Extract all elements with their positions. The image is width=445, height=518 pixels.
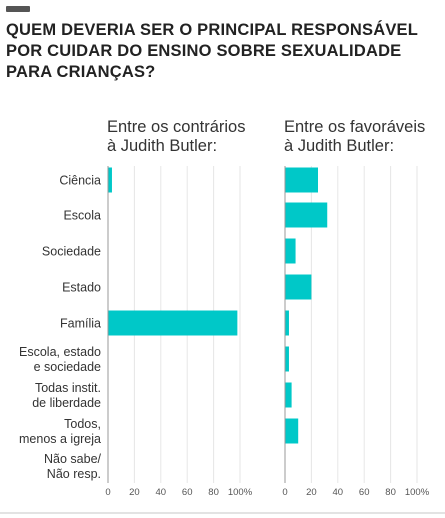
tick-label: 40 — [333, 487, 344, 498]
bottom-divider — [0, 512, 445, 514]
bar — [108, 167, 112, 193]
tick-label: 80 — [208, 487, 219, 498]
tick-label: 0 — [105, 487, 110, 498]
top-accent-bar — [6, 6, 30, 12]
bar — [285, 274, 312, 300]
bar — [285, 238, 296, 264]
bar — [285, 310, 289, 336]
chart-title: QUEM DEVERIA SER O PRINCIPAL RESPONSÁVEL… — [6, 21, 418, 81]
category-label: Sociedade — [42, 245, 101, 259]
tick-label: 0 — [282, 487, 287, 498]
bar — [285, 382, 292, 408]
panel-header: Entre os favoráveis à Judith Butler: — [284, 118, 425, 155]
tick-label: 80 — [385, 487, 396, 498]
tick-label: 20 — [129, 487, 140, 498]
tick-label: 100% — [405, 487, 430, 498]
panel-header: Entre os contrários à Judith Butler: — [107, 118, 245, 155]
category-label: Família — [60, 317, 101, 331]
category-label: Ciência — [59, 174, 101, 188]
tick-label: 40 — [156, 487, 167, 498]
category-label: Escola, estado e sociedade — [19, 345, 101, 374]
tick-label: 100% — [228, 487, 253, 498]
category-label: Todas instit. de liberdade — [32, 381, 101, 410]
category-label: Todos, menos a igreja — [19, 417, 101, 446]
tick-label: 20 — [306, 487, 317, 498]
bar — [285, 167, 318, 193]
bar — [285, 202, 328, 228]
tick-label: 60 — [182, 487, 193, 498]
bar — [108, 310, 238, 336]
category-label: Não sabe/Não resp. — [44, 452, 102, 481]
bar — [285, 346, 289, 372]
category-label: Estado — [62, 281, 101, 295]
tick-label: 60 — [359, 487, 370, 498]
category-label: Escola — [63, 209, 101, 223]
bar — [285, 418, 299, 444]
